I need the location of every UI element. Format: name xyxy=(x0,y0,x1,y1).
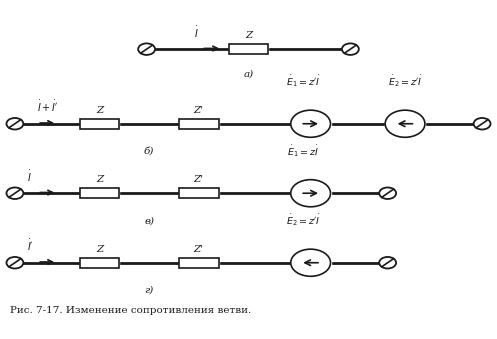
Text: г): г) xyxy=(145,286,154,295)
Text: Z': Z' xyxy=(194,244,204,254)
Text: $\dot{E}_2=z'\dot{I}$: $\dot{E}_2=z'\dot{I}$ xyxy=(388,74,422,89)
Text: а): а) xyxy=(244,69,253,79)
Text: $\dot{E}_1=z'\dot{I}$: $\dot{E}_1=z'\dot{I}$ xyxy=(286,74,321,89)
Text: $\dot{I}$: $\dot{I}$ xyxy=(194,24,199,40)
Bar xyxy=(80,258,119,268)
Bar xyxy=(80,119,119,129)
Text: $\dot{I}+\dot{I}'$: $\dot{I}+\dot{I}'$ xyxy=(37,99,59,114)
Text: Z: Z xyxy=(96,244,103,254)
Text: $\dot{I}'$: $\dot{I}'$ xyxy=(27,238,34,253)
Text: $\dot{E}_1=z\dot{I}$: $\dot{E}_1=z\dot{I}$ xyxy=(287,143,319,159)
Circle shape xyxy=(6,118,23,129)
Circle shape xyxy=(385,110,425,137)
Circle shape xyxy=(342,43,359,55)
Text: Рис. 7-17. Изменение сопротивления ветви.: Рис. 7-17. Изменение сопротивления ветви… xyxy=(10,306,251,315)
Text: Z: Z xyxy=(96,105,103,115)
Circle shape xyxy=(379,257,396,268)
Text: Z': Z' xyxy=(194,175,204,184)
Bar xyxy=(179,258,219,268)
Text: в): в) xyxy=(144,216,154,225)
Circle shape xyxy=(291,180,331,207)
Circle shape xyxy=(6,257,23,268)
Circle shape xyxy=(379,187,396,199)
Bar xyxy=(179,188,219,198)
Text: Z: Z xyxy=(96,175,103,184)
Bar xyxy=(80,188,119,198)
Circle shape xyxy=(291,249,331,276)
Text: Z: Z xyxy=(245,31,252,40)
Text: Z': Z' xyxy=(194,105,204,115)
Bar xyxy=(229,44,268,54)
Circle shape xyxy=(6,187,23,199)
Text: б): б) xyxy=(144,147,154,156)
Circle shape xyxy=(138,43,155,55)
Circle shape xyxy=(291,110,331,137)
Text: $\dot{I}$: $\dot{I}$ xyxy=(27,168,32,184)
Text: $\dot{E}_2=z'\dot{I}$: $\dot{E}_2=z'\dot{I}$ xyxy=(286,213,321,228)
Bar xyxy=(179,119,219,129)
Circle shape xyxy=(474,118,491,129)
